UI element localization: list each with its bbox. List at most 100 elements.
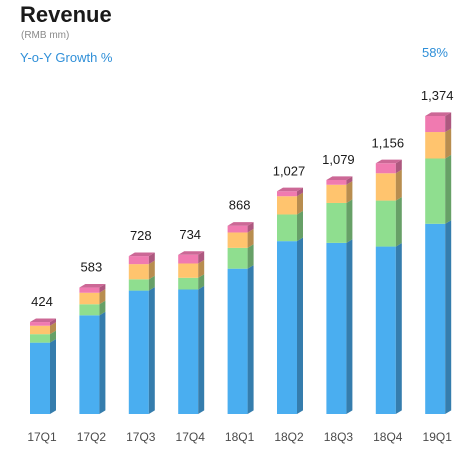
bar-segment-side — [50, 322, 56, 335]
bar-segment-side — [99, 283, 106, 293]
bar-segment — [79, 304, 100, 316]
bar-segment — [30, 325, 50, 335]
bar-segment — [425, 223, 446, 414]
bar-segment-side — [445, 112, 452, 133]
x-tick-label: 17Q3 — [126, 430, 156, 444]
bar-segment-side — [395, 242, 402, 414]
bar-segment — [277, 214, 297, 242]
bar-segment-side — [445, 220, 452, 414]
bar-segment — [30, 322, 50, 326]
bar-segment-side — [247, 228, 254, 248]
bar-segment — [375, 246, 396, 414]
bar-segment-side — [346, 181, 353, 203]
bar-segment — [178, 277, 199, 290]
bar-top-cap — [425, 112, 452, 116]
bar-segment-side — [346, 239, 353, 414]
bar-segment-side — [148, 286, 155, 414]
bar-segment — [326, 179, 347, 185]
bar-segment-side — [148, 252, 155, 265]
bar-segment-side — [198, 259, 205, 278]
bar-segment-side — [198, 251, 205, 264]
bar-top-cap — [277, 187, 303, 192]
bar-total-label: 728 — [130, 228, 152, 243]
bar-total-label: 424 — [31, 294, 53, 309]
bar-segment-side — [297, 210, 303, 242]
bar-segment-side — [247, 244, 254, 269]
bar-segment-side — [297, 237, 303, 414]
bar-top-cap — [178, 251, 205, 255]
bar-segment-side — [445, 128, 452, 159]
bar-segment-side — [346, 199, 353, 243]
bar-segment — [79, 315, 100, 414]
bar-segment — [375, 163, 396, 174]
bar-segment — [30, 334, 50, 343]
x-tick-label: 18Q4 — [373, 430, 403, 444]
bar-segment — [227, 247, 248, 269]
bar-segment-side — [445, 154, 452, 224]
bar-total-label: 1,374 — [421, 88, 454, 103]
bar-segment-side — [148, 260, 155, 280]
bar-segment — [227, 232, 248, 248]
bar-segment-side — [99, 311, 106, 414]
bar-segment-side — [50, 339, 56, 414]
bar-segment — [425, 158, 446, 224]
bar-top-cap — [30, 318, 56, 323]
bar-total-label: 734 — [179, 227, 201, 242]
bar-segment-side — [395, 169, 402, 201]
bar-segment-side — [148, 275, 155, 291]
bar-segment-side — [247, 222, 254, 233]
bar-segment — [277, 191, 297, 197]
x-tick-label: 17Q2 — [77, 430, 107, 444]
bar-segment — [178, 254, 199, 264]
bar-segment-side — [395, 159, 402, 174]
bar-top-cap — [227, 222, 254, 226]
bar-segment — [326, 202, 347, 243]
growth-label: Y-o-Y Growth % — [20, 50, 113, 65]
bar-total-label: 1,079 — [322, 152, 355, 167]
bar-segment — [326, 242, 347, 414]
x-tick-label: 17Q1 — [27, 430, 57, 444]
bar-segment-side — [346, 176, 353, 185]
chart-title: Revenue — [20, 2, 112, 27]
bar-segment-side — [50, 318, 56, 326]
bar-segment — [128, 256, 149, 265]
bar-segment — [178, 263, 199, 278]
bar-segment-side — [198, 285, 205, 414]
bar-total-label: 868 — [229, 198, 251, 213]
bar-segment — [128, 290, 149, 414]
bar-total-label: 1,027 — [273, 163, 306, 178]
bar-segment — [79, 287, 100, 293]
bar-segment-side — [297, 192, 303, 215]
chart-subtitle: (RMB mm) — [21, 30, 70, 41]
bar-segment — [326, 184, 347, 203]
bar-segment — [178, 289, 199, 414]
bar-top-cap — [326, 176, 353, 180]
bar-segment-side — [247, 265, 254, 414]
bar-segment-side — [395, 196, 402, 247]
bar-segment — [227, 268, 248, 414]
bar-total-label: 583 — [81, 260, 103, 275]
bar-segment — [277, 196, 297, 215]
bar-segment-side — [99, 289, 106, 305]
bar-segment — [375, 200, 396, 247]
bar-segment-side — [99, 300, 106, 316]
bar-segment — [375, 173, 396, 201]
bar-segment — [79, 292, 100, 305]
x-tick-label: 19Q1 — [423, 430, 453, 444]
x-tick-label: 17Q4 — [176, 430, 206, 444]
bar-top-cap — [128, 252, 155, 257]
x-tick-label: 18Q2 — [274, 430, 304, 444]
x-tick-label: 18Q3 — [324, 430, 354, 444]
bar-segment-side — [198, 274, 205, 290]
bar-total-label: 1,156 — [372, 135, 405, 150]
bar-segment — [30, 342, 50, 414]
bar-top-cap — [79, 283, 106, 288]
bar-segment — [277, 241, 297, 414]
bar-segment — [425, 132, 446, 159]
bar-segment — [128, 264, 149, 280]
bar-segment — [227, 225, 248, 233]
growth-value: 58% — [421, 45, 448, 60]
bar-segment-side — [50, 330, 56, 343]
bar-top-cap — [375, 159, 402, 164]
